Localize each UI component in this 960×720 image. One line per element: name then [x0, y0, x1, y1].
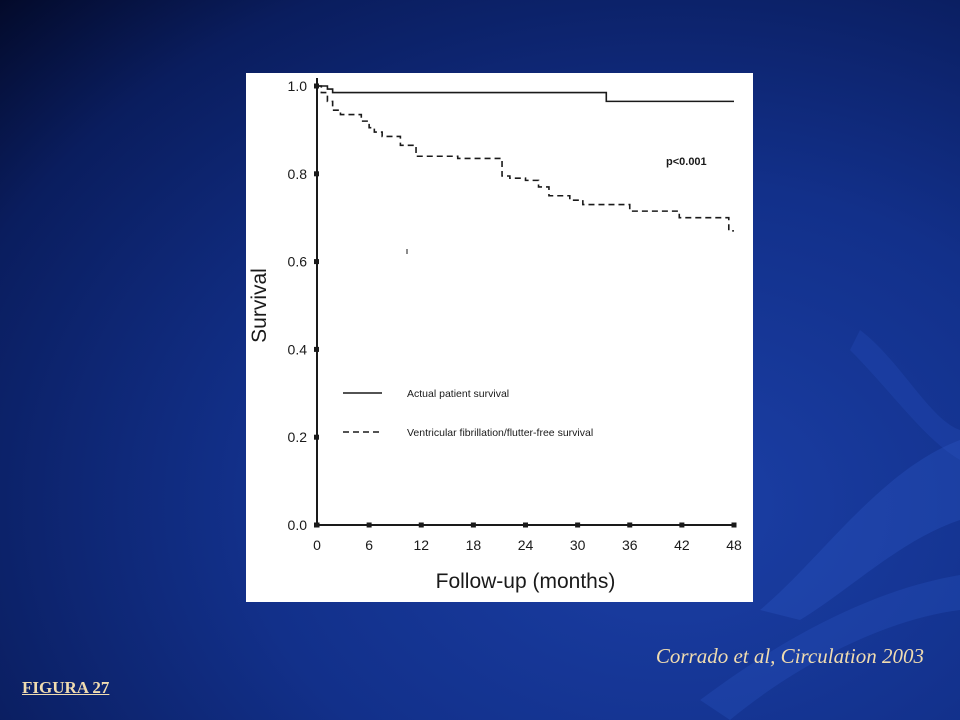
- y-tick-label: 0.6: [288, 254, 308, 270]
- vf-free-survival-line: [317, 85, 734, 232]
- y-axis-label: Survival: [248, 268, 271, 343]
- p-value-annotation: p<0.001: [666, 156, 707, 168]
- x-tick-mark: [679, 522, 685, 528]
- x-tick-label: 36: [622, 537, 638, 553]
- y-tick-mark: [314, 171, 319, 177]
- y-tick-label: 0.0: [288, 517, 308, 533]
- survival-chart: 0.0 0.2 0.4 0.6 0.8 1.0 0 6 12 18 24 30 36 42 48 Follow…: [246, 73, 753, 602]
- y-tick-mark: [314, 434, 319, 440]
- x-tick-mark: [627, 522, 633, 528]
- citation-text: Corrado et al, Circulation 2003: [655, 644, 924, 668]
- figure-label-link[interactable]: FIGURA 27: [22, 678, 110, 697]
- y-tick-mark: [314, 346, 319, 352]
- y-tick-label: 0.2: [288, 429, 308, 445]
- x-tick-mark: [366, 522, 372, 528]
- x-tick-label: 6: [365, 537, 373, 553]
- x-axis-label: Follow-up (months): [436, 570, 616, 593]
- x-tick-label: 12: [413, 537, 429, 553]
- x-tick-mark: [470, 522, 476, 528]
- x-tick-label: 24: [518, 537, 534, 553]
- y-tick-label: 0.4: [288, 341, 308, 357]
- x-tick-label: 42: [674, 537, 690, 553]
- x-tick-mark: [523, 522, 528, 528]
- legend-label: Ventricular fibrillation/flutter-free su…: [407, 427, 593, 439]
- x-tick-label: 18: [466, 537, 482, 553]
- x-tick-mark: [314, 522, 320, 528]
- x-tick-label: 0: [313, 537, 321, 553]
- x-tick-mark: [418, 522, 424, 528]
- actual-survival-line: [317, 85, 734, 103]
- y-tick-mark: [314, 259, 319, 265]
- x-tick-label: 48: [726, 537, 742, 553]
- y-tick-label: 1.0: [288, 78, 308, 94]
- x-tick-mark: [575, 522, 581, 528]
- y-tick-mark: [314, 83, 319, 89]
- y-tick-label: 0.8: [288, 166, 308, 182]
- survival-chart-svg: 0.0 0.2 0.4 0.6 0.8 1.0 0 6 12 18 24 30 36 42 48 Follow…: [248, 78, 742, 593]
- legend-label: Actual patient survival: [407, 388, 509, 400]
- x-tick-label: 30: [570, 537, 586, 553]
- x-tick-mark: [731, 522, 737, 528]
